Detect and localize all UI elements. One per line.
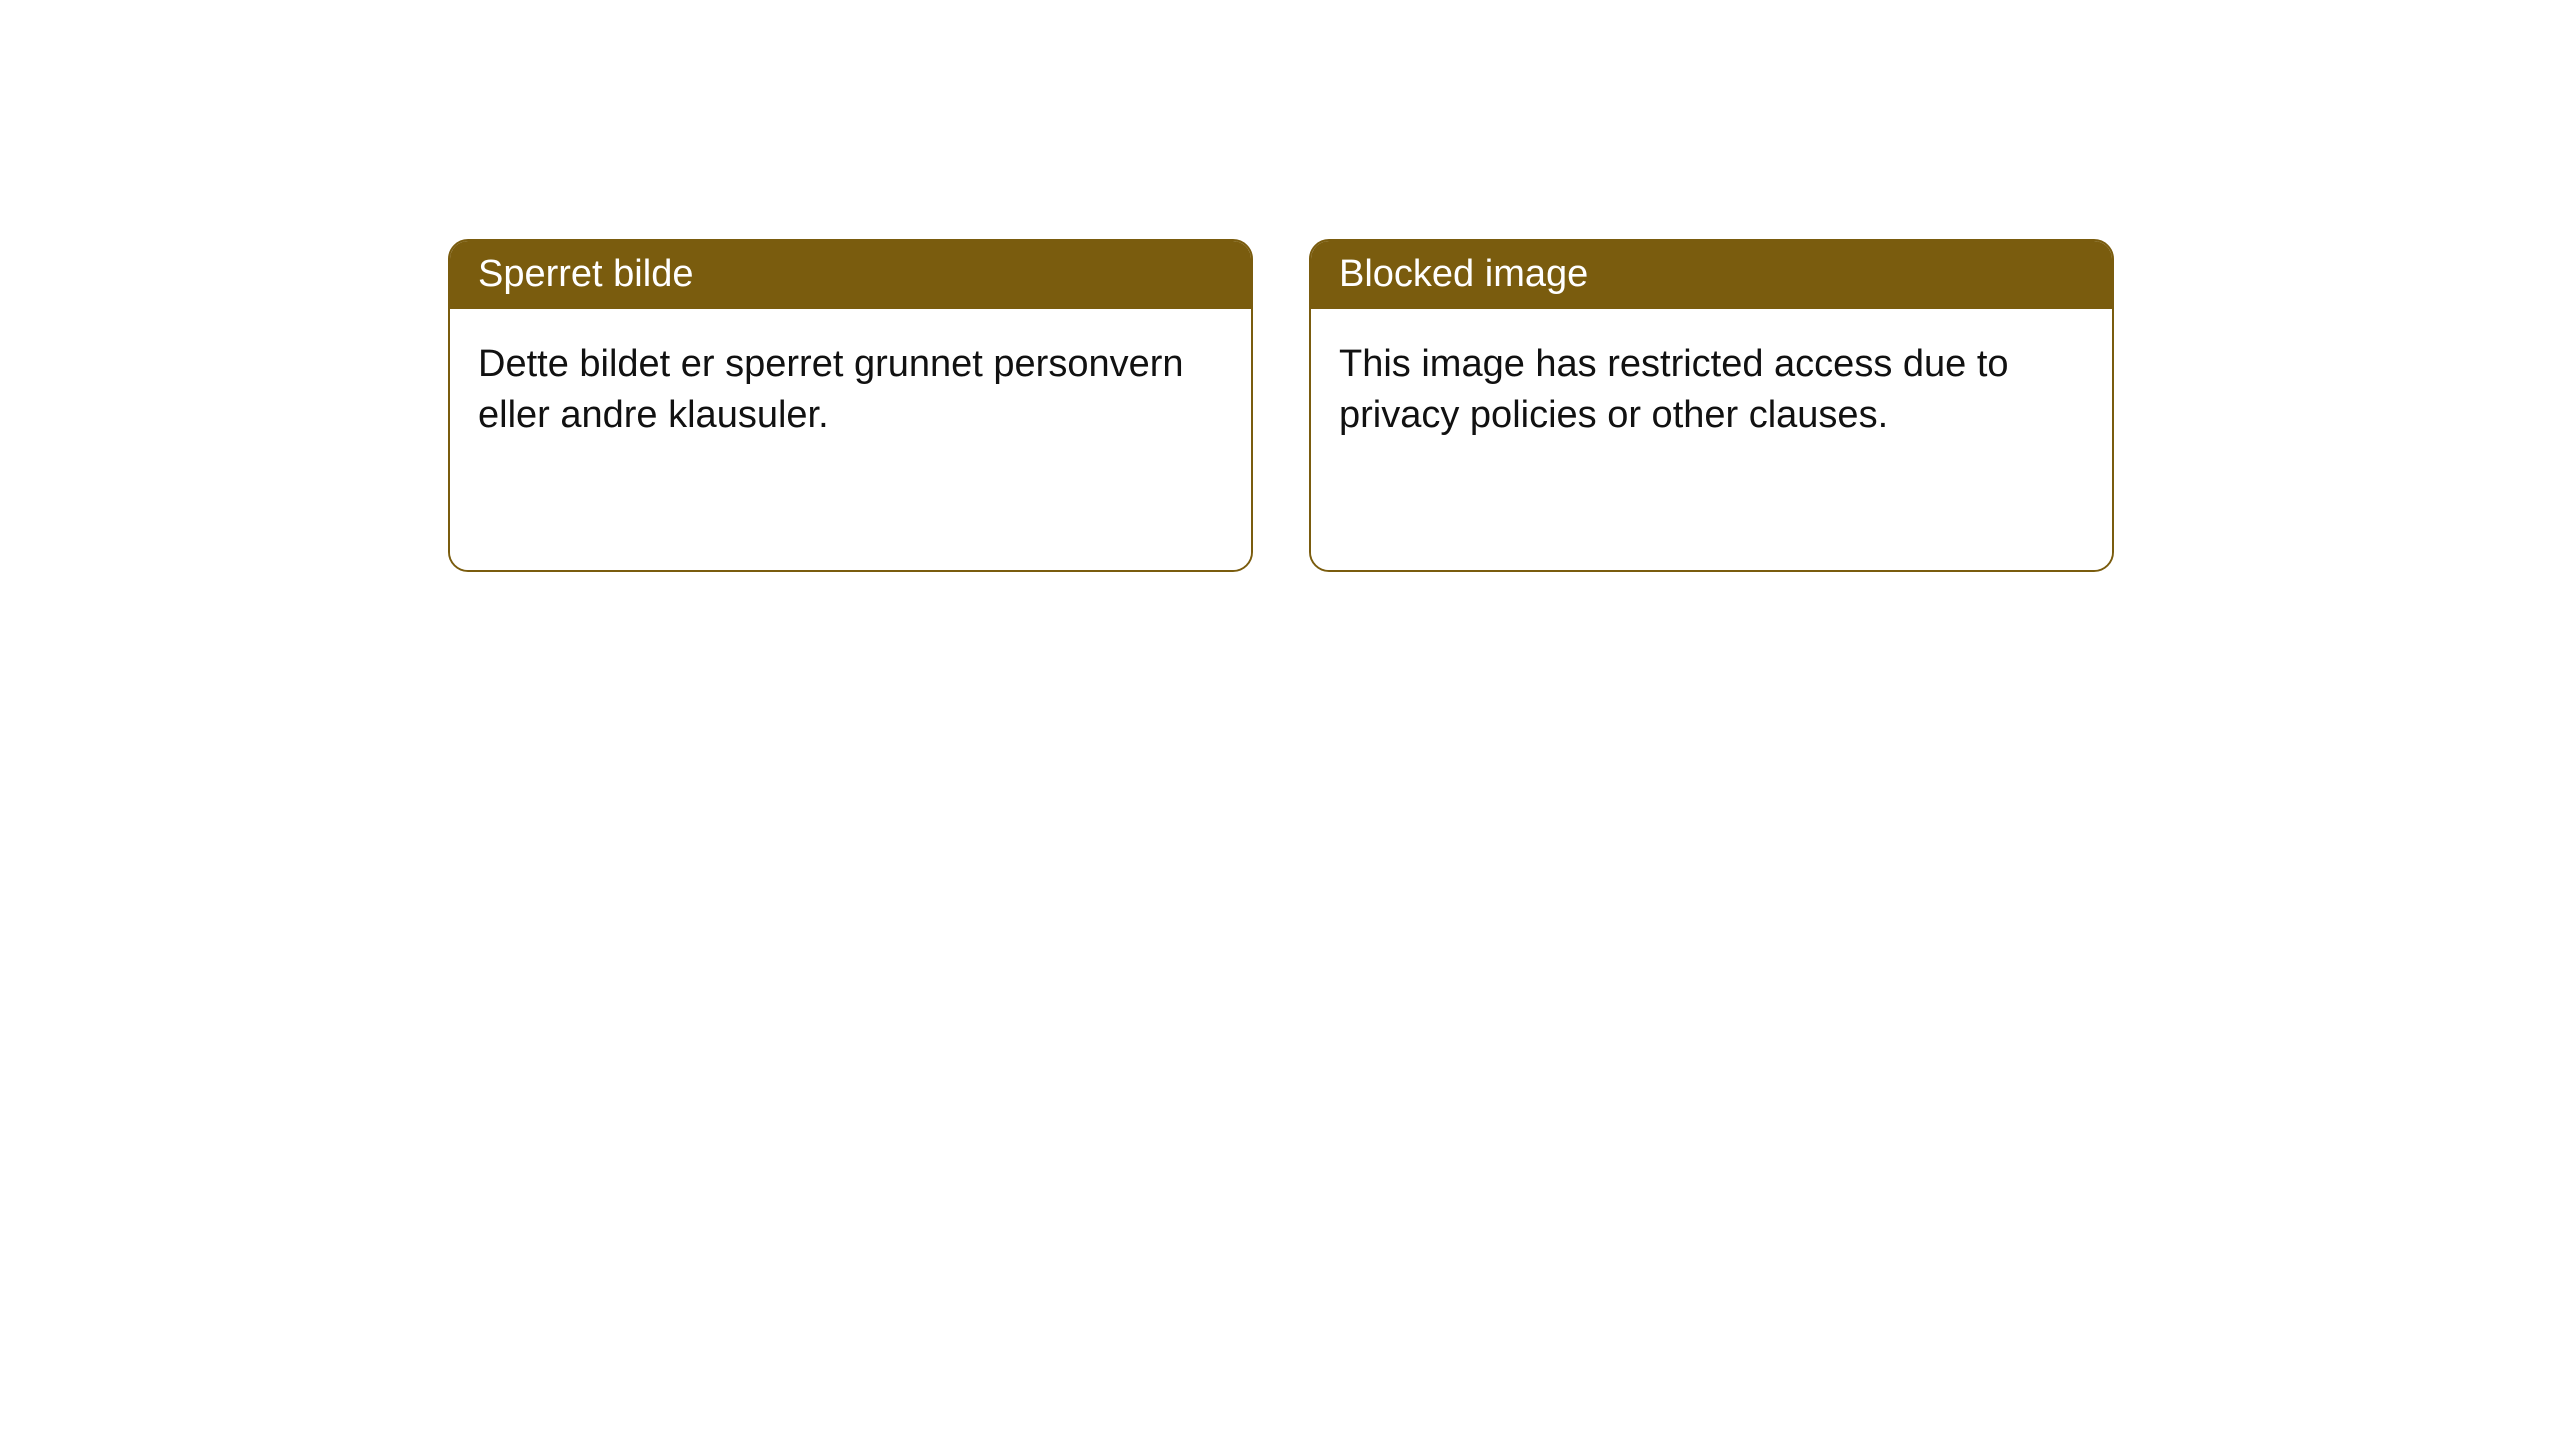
notice-header: Sperret bilde [450, 241, 1251, 309]
notice-card-english: Blocked image This image has restricted … [1309, 239, 2114, 572]
notice-body: Dette bildet er sperret grunnet personve… [450, 309, 1251, 571]
notice-card-norwegian: Sperret bilde Dette bildet er sperret gr… [448, 239, 1253, 572]
notice-header: Blocked image [1311, 241, 2112, 309]
notice-body: This image has restricted access due to … [1311, 309, 2112, 571]
notice-container: Sperret bilde Dette bildet er sperret gr… [0, 0, 2560, 572]
